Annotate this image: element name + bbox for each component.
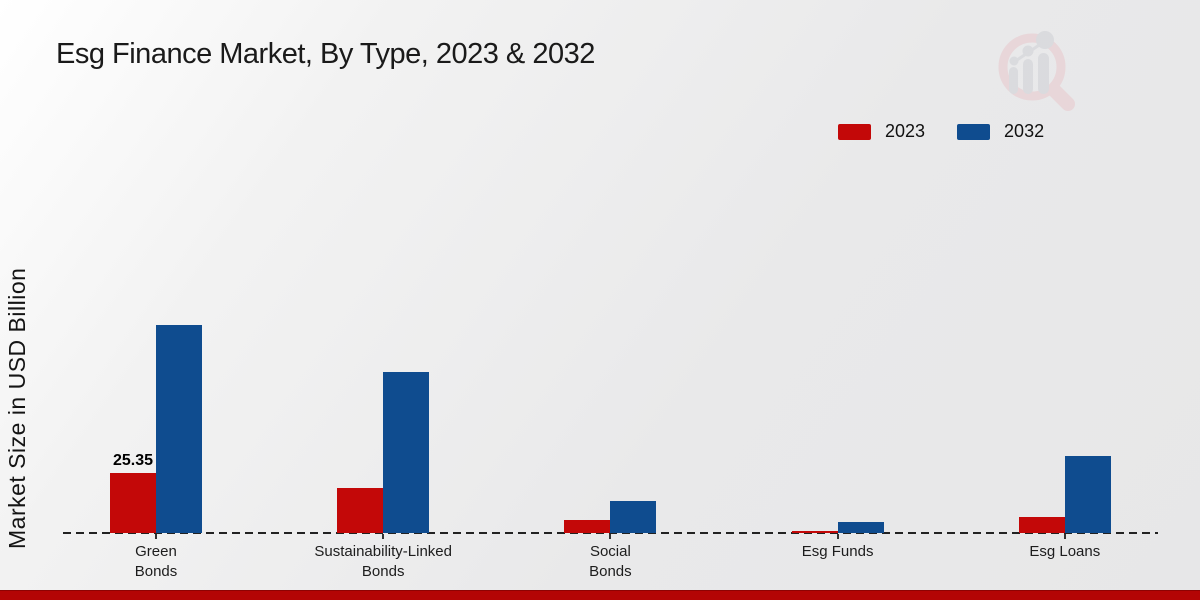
category-label-esg-funds: Esg Funds — [801, 543, 874, 560]
x-axis-tick — [609, 534, 612, 539]
category-label-sustainability-linked-bonds: Sustainability-Linked Bonds — [314, 543, 452, 580]
x-axis-tick — [836, 534, 839, 539]
legend: 2023 2032 — [838, 121, 1044, 142]
bar-2032-green-bonds — [156, 324, 202, 533]
bar-2032-social-bonds — [610, 501, 657, 533]
bar-2023-social-bonds — [564, 519, 611, 533]
legend-swatch-2032 — [957, 123, 991, 140]
category-label-esg-loans: Esg Loans — [1029, 543, 1101, 560]
bar-2023-esg-loans — [1018, 517, 1065, 533]
bar-2032-esg-funds — [837, 522, 884, 533]
x-axis-tick — [155, 534, 157, 539]
bar-2023-green-bonds — [110, 473, 156, 533]
chart-title: Esg Finance Market, By Type, 2023 & 2032 — [56, 38, 595, 70]
y-axis-label: Market Size in USD Billion — [4, 267, 30, 549]
footer-accent-bar — [0, 590, 1200, 600]
legend-item-2023: 2023 — [838, 121, 925, 142]
magnifier-bar-chart-logo-icon — [998, 31, 1075, 111]
legend-label-2023: 2023 — [885, 121, 926, 141]
bar-value-label: 25.35 — [112, 451, 154, 469]
legend-label-2032: 2032 — [1004, 121, 1045, 141]
category-label-green-bonds: Green Bonds — [134, 543, 178, 580]
legend-swatch-2023 — [838, 123, 871, 140]
bar-2032-sustainability-linked-bonds — [383, 372, 430, 533]
bar-2032-esg-loans — [1064, 456, 1111, 533]
x-axis-tick — [1063, 534, 1066, 539]
bar-2023-sustainability-linked-bonds — [337, 488, 384, 533]
category-label-social-bonds: Social Bonds — [589, 543, 632, 580]
legend-item-2032: 2032 — [957, 121, 1044, 142]
x-axis-tick — [382, 534, 385, 539]
bar-2023-esg-funds — [791, 531, 838, 533]
x-axis-baseline — [63, 532, 1158, 534]
